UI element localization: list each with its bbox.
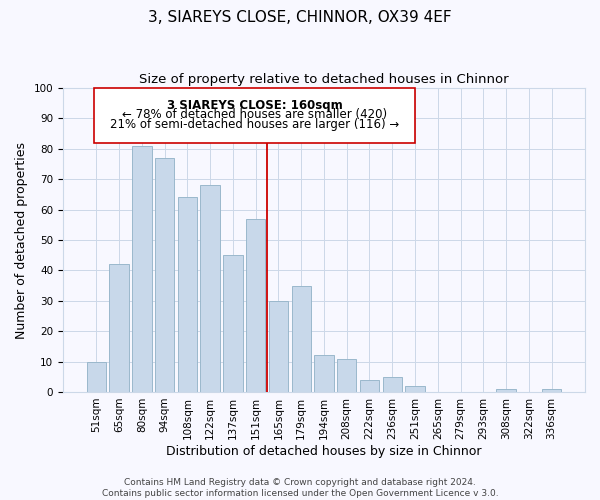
Bar (269, 301, 288, 392)
Bar (223, 255, 242, 392)
X-axis label: Distribution of detached houses by size in Chinnor: Distribution of detached houses by size … (166, 444, 482, 458)
Bar (178, 198, 197, 392)
Text: Contains HM Land Registry data © Crown copyright and database right 2024.
Contai: Contains HM Land Registry data © Crown c… (101, 478, 499, 498)
FancyBboxPatch shape (94, 88, 415, 143)
Bar (496, 389, 516, 392)
Title: Size of property relative to detached houses in Chinnor: Size of property relative to detached ho… (139, 72, 509, 86)
Bar (132, 146, 152, 392)
Bar (337, 358, 356, 392)
Text: 3, SIAREYS CLOSE, CHINNOR, OX39 4EF: 3, SIAREYS CLOSE, CHINNOR, OX39 4EF (148, 10, 452, 25)
Text: 3 SIAREYS CLOSE: 160sqm: 3 SIAREYS CLOSE: 160sqm (167, 98, 343, 112)
Bar (109, 264, 129, 392)
Bar (155, 158, 174, 392)
Bar (406, 386, 425, 392)
Text: ← 78% of detached houses are smaller (420): ← 78% of detached houses are smaller (42… (122, 108, 388, 121)
Y-axis label: Number of detached properties: Number of detached properties (15, 142, 28, 338)
Bar (360, 380, 379, 392)
Bar (314, 356, 334, 392)
Bar (246, 218, 265, 392)
Bar (383, 377, 402, 392)
Bar (200, 186, 220, 392)
Text: 21% of semi-detached houses are larger (116) →: 21% of semi-detached houses are larger (… (110, 118, 400, 132)
Bar (86, 362, 106, 392)
Bar (292, 286, 311, 392)
Bar (542, 389, 561, 392)
